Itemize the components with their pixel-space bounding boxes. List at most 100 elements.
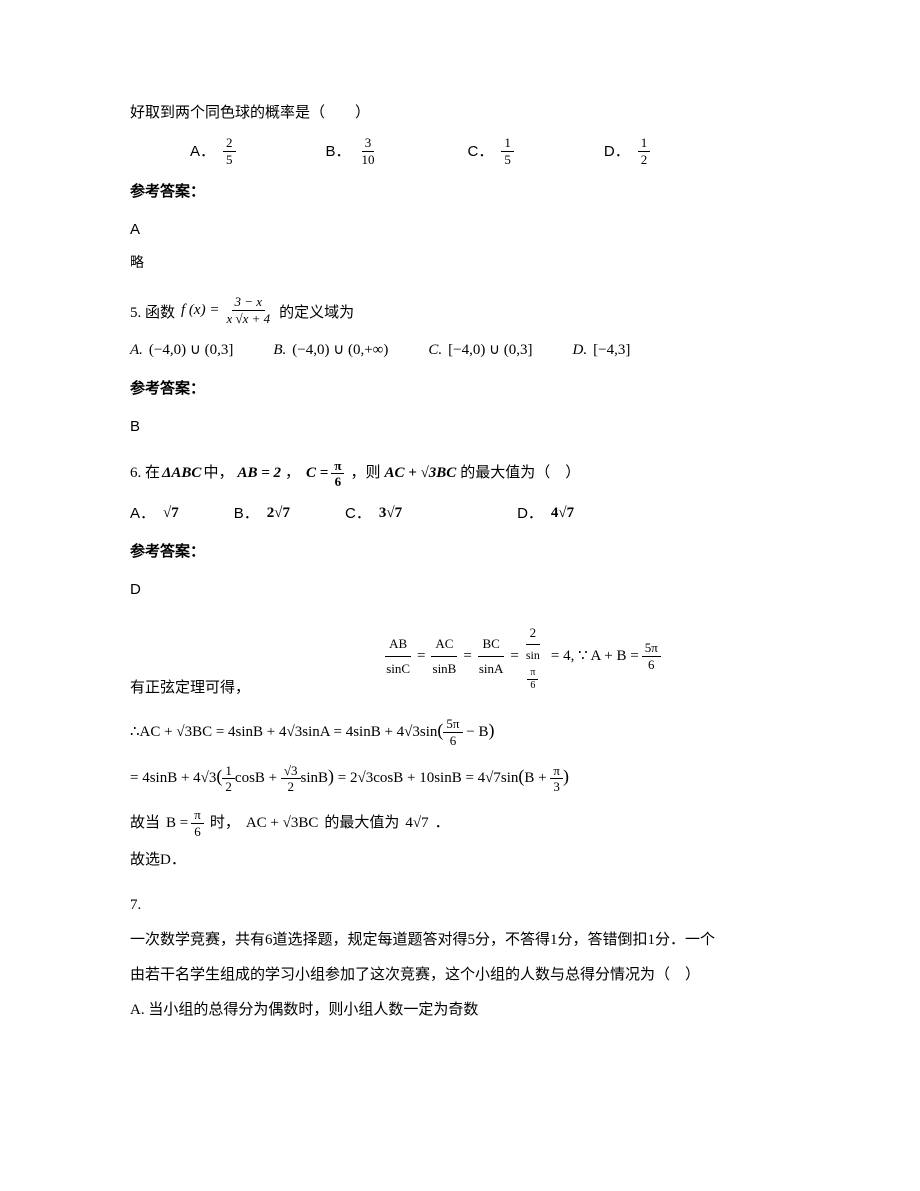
denominator: 2 <box>638 152 651 168</box>
denominator: 5 <box>501 152 514 168</box>
sine-rule-line: 有正弦定理可得， ABsinC = ACsinB = BCsinA = 2 si… <box>130 611 790 702</box>
q7: 7. 一次数学竞赛，共有6道选择题，规定每道题答对得5分，不答得1分，答错倒扣1… <box>130 892 790 1024</box>
max-value: 4√7 <box>405 810 428 837</box>
q4-option-a: A． 2 5 <box>190 135 236 167</box>
q6-suffix: 的最大值为（ ） <box>460 460 580 487</box>
denominator: 6 <box>332 474 345 490</box>
fraction: 1 5 <box>501 135 514 167</box>
b-value: B = π6 <box>166 807 204 839</box>
q5-option-c: C. [−4,0) ∪ (0,3] <box>428 337 532 364</box>
q5-function: f (x) = 3 − x x √x + 4 <box>181 294 273 326</box>
q5-answer: B <box>130 413 790 440</box>
option-text: [−4,0) ∪ (0,3] <box>448 337 532 364</box>
q5-option-d: D. [−4,3] <box>573 337 631 364</box>
term: ACsinB <box>429 632 461 680</box>
option-text: √7 <box>163 500 179 527</box>
option-label: B． <box>234 500 259 527</box>
q6-answer: D <box>130 576 790 603</box>
term: BCsinA <box>475 632 508 680</box>
numerator: 2 <box>223 135 236 152</box>
q7-para2: 由若干名学生组成的学习小组参加了这次竞赛，这个小组的人数与总得分情况为（ ） <box>130 962 790 989</box>
q4-option-c: C． 1 5 <box>468 135 514 167</box>
option-text: 2√7 <box>267 500 290 527</box>
q7-option-a: A. 当小组的总得分为偶数时，则小组人数一定为奇数 <box>130 997 790 1024</box>
q6-answer-label: 参考答案： <box>130 539 790 566</box>
option-text: 4√7 <box>551 500 574 527</box>
solution-intro: 有正弦定理可得， <box>130 675 250 702</box>
text: ． <box>435 810 450 837</box>
q4-note: 略 <box>130 251 790 276</box>
numerator: π <box>331 458 344 475</box>
text: 的最大值为 <box>324 810 399 837</box>
text: ， <box>285 460 300 487</box>
denominator: x √x + 4 <box>223 311 273 327</box>
equals: = <box>510 643 518 670</box>
equals: = <box>417 643 425 670</box>
q4-options: A． 2 5 B． 3 10 C． 1 5 D． 1 2 <box>130 135 790 167</box>
text: 时， <box>210 810 240 837</box>
q4-option-b: B． 3 10 <box>326 135 378 167</box>
numerator: 3 − x <box>232 294 266 311</box>
sine-rule-chain: ABsinC = ACsinB = BCsinA = 2 sin π6 = 4,… <box>250 621 790 692</box>
option-label: A. <box>130 337 143 364</box>
term: ABsinC <box>382 632 414 680</box>
option-label: A． <box>130 500 155 527</box>
q6-solution: 有正弦定理可得， ABsinC = ACsinB = BCsinA = 2 si… <box>130 611 790 874</box>
term: 2 sin π6 <box>522 621 544 692</box>
expr: AC + √3BC <box>246 810 319 837</box>
solution-line4: 故当 B = π6 时， AC + √3BC 的最大值为 4√7 ． <box>130 807 790 839</box>
function-lhs: f (x) = <box>181 297 219 324</box>
option-label-d: D． <box>604 138 630 165</box>
fraction: 2 5 <box>223 135 236 167</box>
text: 中， <box>203 460 233 487</box>
q5-option-a: A. (−4,0) ∪ (0,3] <box>130 337 233 364</box>
text: ，则 <box>350 460 380 487</box>
q6-stem: 6. 在 ΔABC 中， AB = 2 ， C = π 6 ，则 AC + √3… <box>130 458 790 490</box>
numerator: 1 <box>638 135 651 152</box>
solution-conclusion: 故选D． <box>130 847 790 874</box>
fraction: 5π 6 <box>642 640 661 672</box>
denominator: 10 <box>359 152 378 168</box>
option-label: C． <box>345 500 371 527</box>
q6-option-b: B． 2√7 <box>234 500 290 527</box>
triangle-abc: ΔABC <box>162 460 201 487</box>
q5-option-b: B. (−4,0) ∪ (0,+∞) <box>273 337 388 364</box>
q5-answer-label: 参考答案： <box>130 376 790 403</box>
q6-prefix: 6. 在 <box>130 460 160 487</box>
option-label-a: A． <box>190 138 215 165</box>
q5-stem: 5. 函数 f (x) = 3 − x x √x + 4 的定义域为 <box>130 294 790 326</box>
option-label: B. <box>273 337 286 364</box>
text: 故当 <box>130 810 160 837</box>
q7-para1: 一次数学竞赛，共有6道选择题，规定每道题答对得5分，不答得1分，答错倒扣1分．一… <box>130 927 790 954</box>
option-label: D. <box>573 337 588 364</box>
denominator: 5 <box>223 152 236 168</box>
q7-number: 7. <box>130 892 790 919</box>
option-text: 3√7 <box>379 500 402 527</box>
option-label: C. <box>428 337 442 364</box>
option-label-c: C． <box>468 138 494 165</box>
chain-result: = 4, ∵ A + B = <box>551 643 639 670</box>
fraction: π 6 <box>331 458 344 490</box>
q6-options: A． √7 B． 2√7 C． 3√7 D． 4√7 <box>130 500 790 527</box>
fraction: 3 10 <box>359 135 378 167</box>
q4-answer-label: 参考答案： <box>130 179 790 206</box>
solution-line3: = 4sinB + 4√3(12cosB + √32sinB) = 2√3cos… <box>130 760 790 795</box>
q6-option-d: D． 4√7 <box>517 500 574 527</box>
option-label: D． <box>517 500 543 527</box>
q4-answer: A <box>130 216 790 243</box>
option-text: [−4,3] <box>593 337 630 364</box>
numerator: 1 <box>501 135 514 152</box>
q4-option-d: D． 1 2 <box>604 135 650 167</box>
option-text: (−4,0) ∪ (0,+∞) <box>292 337 388 364</box>
q6-option-c: C． 3√7 <box>345 500 402 527</box>
numerator: 3 <box>362 135 375 152</box>
function-fraction: 3 − x x √x + 4 <box>223 294 273 326</box>
option-label-b: B． <box>326 138 351 165</box>
c-eq: C = <box>306 460 328 487</box>
equals: = <box>463 643 471 670</box>
target-expr: AC + √3BC <box>384 460 456 487</box>
q5-suffix: 的定义域为 <box>279 300 354 327</box>
q5-prefix: 5. 函数 <box>130 300 175 327</box>
c-equals-frac: C = π 6 <box>306 458 344 490</box>
solution-line2: ∴AC + √3BC = 4sinB + 4√3sinA = 4sinB + 4… <box>130 714 790 749</box>
